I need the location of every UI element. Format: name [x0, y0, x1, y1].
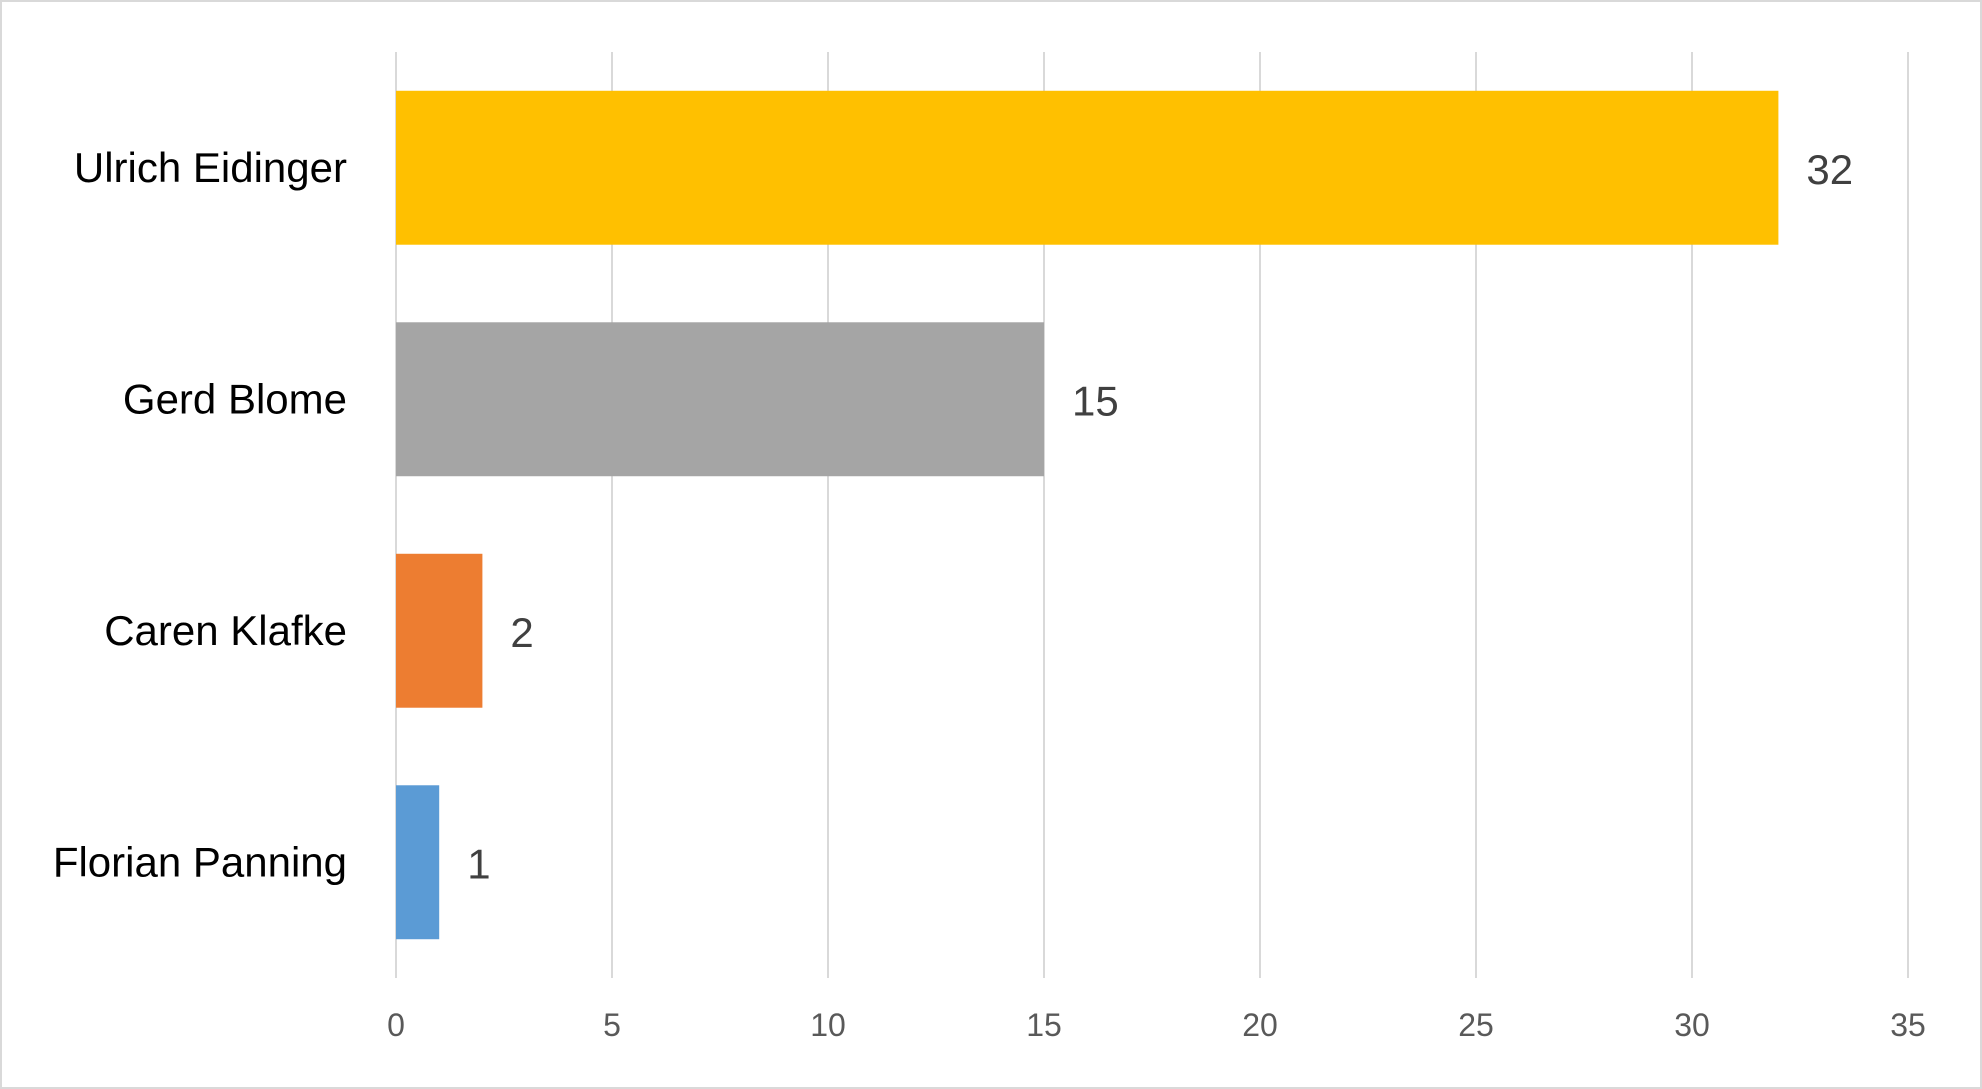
bar — [396, 553, 483, 708]
category-label: Florian Panning — [53, 838, 347, 885]
data-label: 15 — [1072, 377, 1119, 424]
data-label: 32 — [1806, 146, 1853, 193]
category-label: Caren Klafke — [104, 607, 347, 654]
x-tick-label: 25 — [1458, 1007, 1494, 1043]
bar — [396, 785, 440, 940]
x-tick-label: 15 — [1026, 1007, 1062, 1043]
category-label: Gerd Blome — [123, 375, 347, 422]
data-labels: 32 15 2 1 — [467, 146, 1853, 888]
category-label: Ulrich Eidinger — [74, 144, 347, 191]
category-labels: Ulrich Eidinger Gerd Blome Caren Klafke Flo… — [53, 144, 347, 886]
x-tick-label: 10 — [810, 1007, 846, 1043]
x-tick-label: 30 — [1674, 1007, 1710, 1043]
bar — [396, 90, 1779, 245]
x-tick-label: 5 — [603, 1007, 621, 1043]
bar — [396, 322, 1044, 477]
data-label: 1 — [467, 840, 490, 887]
x-tick-label: 20 — [1242, 1007, 1278, 1043]
data-label: 2 — [510, 609, 533, 656]
bars — [396, 90, 1779, 940]
x-tick-label: 35 — [1890, 1007, 1926, 1043]
x-tick-labels: 0 5 10 15 20 25 30 35 — [387, 1007, 1926, 1043]
x-tick-label: 0 — [387, 1007, 405, 1043]
